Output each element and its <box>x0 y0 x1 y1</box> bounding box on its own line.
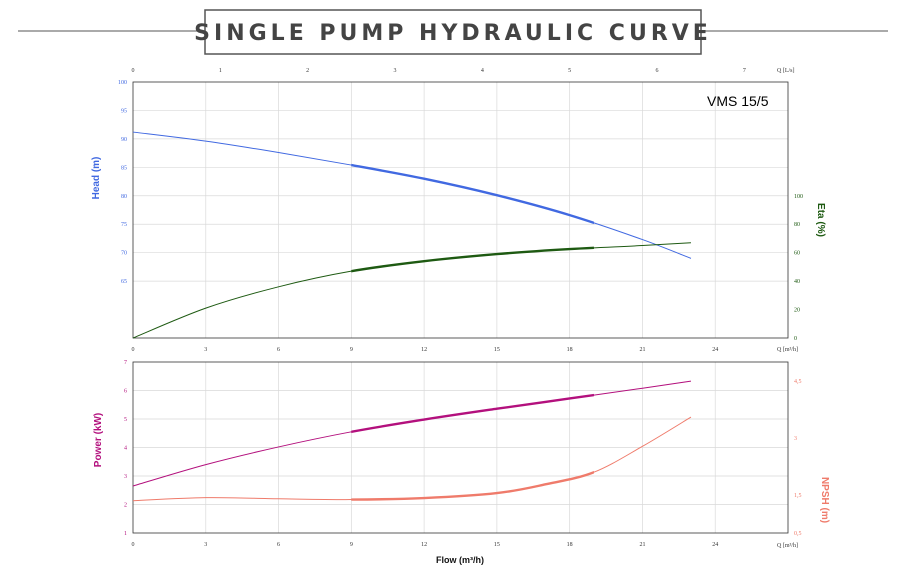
x-tick-label: 15 <box>494 542 500 548</box>
upper-x-ticks: 0 3 6 9 12 15 18 21 24 <box>132 347 719 353</box>
left-tick-label: 2 <box>124 503 127 509</box>
left-tick-label: 90 <box>121 137 127 143</box>
left-tick-label: 3 <box>124 474 127 480</box>
right-tick-label: 60 <box>794 251 800 257</box>
header-banner: SINGLE PUMP HYDRAULIC CURVE <box>18 9 888 55</box>
left-tick-label: 7 <box>124 360 127 366</box>
upper-top-x-label: Q [L/s] <box>777 68 795 74</box>
top-x-tick-label: 1 <box>219 68 222 74</box>
x-tick-label: 21 <box>639 542 645 548</box>
lower-corner-x-label: Q [m³/h] <box>777 543 798 549</box>
left-tick-label: 4 <box>124 446 127 452</box>
chart-title: VMS 15/5 <box>707 93 769 109</box>
x-tick-label: 0 <box>132 347 135 353</box>
left-tick-label: 100 <box>118 80 127 86</box>
left-tick-label: 65 <box>121 279 127 285</box>
right-tick-label: 100 <box>794 194 803 200</box>
right-tick-label: 3 <box>794 436 797 442</box>
x-tick-label: 3 <box>204 542 207 548</box>
header-title: SINGLE PUMP HYDRAULIC CURVE <box>194 21 712 46</box>
top-x-tick-label: 6 <box>656 68 659 74</box>
x-tick-label: 9 <box>350 347 353 353</box>
npsh-operating-range <box>351 470 594 501</box>
eta-curve <box>132 242 691 339</box>
lower-series <box>132 380 692 502</box>
left-tick-label: 5 <box>124 417 127 423</box>
top-x-tick-label: 7 <box>743 68 746 74</box>
x-tick-label: 18 <box>567 347 573 353</box>
head-curve <box>132 131 692 259</box>
head-axis-label: Head (m) <box>91 157 102 200</box>
right-tick-label: 80 <box>794 222 800 228</box>
left-tick-label: 1 <box>124 531 127 537</box>
right-tick-label: 40 <box>794 279 800 285</box>
x-tick-label: 15 <box>494 347 500 353</box>
top-x-tick-label: 5 <box>568 68 571 74</box>
x-tick-label: 9 <box>350 542 353 548</box>
x-tick-label: 12 <box>421 542 427 548</box>
right-tick-label: 4,5 <box>794 379 802 385</box>
left-tick-label: 80 <box>121 194 127 200</box>
eta-operating-range <box>351 246 594 273</box>
right-tick-label: 1,5 <box>794 493 802 499</box>
left-tick-label: 70 <box>121 251 127 257</box>
upper-grid <box>133 82 788 338</box>
head-operating-range <box>351 163 594 225</box>
x-tick-label: 24 <box>712 347 718 353</box>
left-tick-label: 6 <box>124 389 127 395</box>
lower-plot-frame <box>132 361 789 534</box>
power-operating-range <box>351 393 594 434</box>
x-tick-label: 3 <box>204 347 207 353</box>
flow-axis-label: Flow (m³/h) <box>436 555 484 565</box>
right-tick-label: 0 <box>794 336 797 342</box>
x-tick-label: 21 <box>639 347 645 353</box>
eta-axis-label: Eta (%) <box>815 203 826 237</box>
left-tick-label: 85 <box>121 165 127 171</box>
right-tick-label: 20 <box>794 308 800 314</box>
x-tick-label: 12 <box>421 347 427 353</box>
lower-grid <box>133 362 788 533</box>
left-tick-label: 75 <box>121 222 127 228</box>
x-tick-label: 0 <box>132 542 135 548</box>
lower-left-ticks: 7 6 5 4 3 2 1 <box>124 360 127 537</box>
npsh-curve <box>132 416 692 502</box>
upper-top-ticks: 0 1 2 3 4 5 6 7 <box>132 68 746 74</box>
upper-x-label: Q [m³/h] <box>777 347 798 353</box>
npsh-axis-label: NPSH (m) <box>819 477 830 523</box>
left-tick-label: 95 <box>121 108 127 114</box>
top-x-tick-label: 0 <box>132 68 135 74</box>
power-axis-label: Power (kW) <box>93 413 104 467</box>
x-tick-label: 18 <box>567 542 573 548</box>
lower-right-ticks: 4,5 3 1,5 0,5 <box>794 379 802 537</box>
top-x-tick-label: 3 <box>394 68 397 74</box>
x-tick-label: 24 <box>712 542 718 548</box>
power-curve <box>132 380 692 487</box>
right-tick-label: 0,5 <box>794 531 802 537</box>
top-x-tick-label: 2 <box>306 68 309 74</box>
upper-plot-frame <box>132 81 789 339</box>
top-x-tick-label: 4 <box>481 68 484 74</box>
upper-left-ticks: 100 95 90 85 80 75 70 65 <box>118 80 127 285</box>
x-tick-label: 6 <box>277 347 280 353</box>
lower-x-ticks: 0 3 6 9 12 15 18 21 24 <box>132 542 719 548</box>
upper-right-ticks: 0 20 40 60 80 100 <box>794 194 803 342</box>
upper-series <box>132 131 692 339</box>
header-frame <box>204 9 702 55</box>
x-tick-label: 6 <box>277 542 280 548</box>
